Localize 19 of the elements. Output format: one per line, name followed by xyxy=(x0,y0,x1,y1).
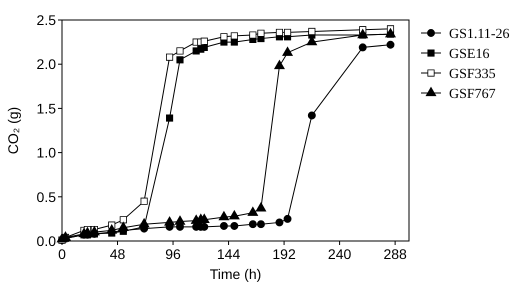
legend-label: GS1.11-26 xyxy=(449,27,510,42)
x-tick-label: 48 xyxy=(110,246,126,262)
x-tick-label: 192 xyxy=(272,246,296,262)
x-axis-title: Time (h) xyxy=(210,266,262,282)
legend-label: GSF767 xyxy=(449,87,496,102)
y-tick-label: 0.5 xyxy=(36,188,56,205)
y-tick-label: 1.0 xyxy=(36,144,56,161)
x-tick-label: 0 xyxy=(58,246,66,262)
y-tick-label: 1.5 xyxy=(36,100,56,116)
legend-label: GSF335 xyxy=(449,67,496,82)
y-tick-label: 2.0 xyxy=(36,56,56,72)
y-tick-label: 0.0 xyxy=(36,233,56,249)
x-tick-label: 288 xyxy=(383,246,408,262)
x-tick-label: 144 xyxy=(216,246,240,262)
x-tick-label: 240 xyxy=(328,246,352,262)
legend-label: GSE16 xyxy=(449,47,490,62)
y-tick-label: 2.5 xyxy=(36,12,56,28)
y-axis-title: CO₂ (g) xyxy=(5,106,21,154)
x-tick-label: 96 xyxy=(165,246,182,262)
